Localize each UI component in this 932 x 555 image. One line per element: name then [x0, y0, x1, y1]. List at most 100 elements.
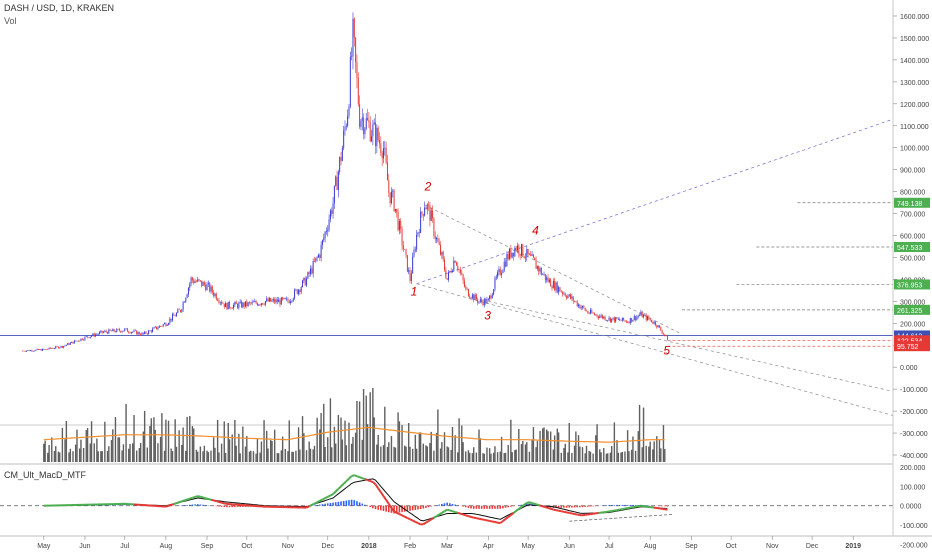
candle-body: [432, 210, 433, 218]
candle-body: [497, 272, 498, 277]
candle-body: [627, 322, 628, 323]
candle-body: [127, 328, 128, 331]
candle-body: [246, 301, 247, 306]
candle-body: [500, 269, 501, 275]
candle-body: [290, 301, 291, 303]
candle-body: [238, 303, 239, 308]
candle-body: [83, 340, 84, 341]
macd-line-segment: [362, 478, 365, 479]
price-tick-label: 1200.000: [900, 102, 929, 109]
macd-line-segment: [529, 502, 532, 503]
macd-line-segment: [328, 495, 331, 496]
candle-body: [437, 238, 438, 242]
candle-body: [586, 311, 587, 312]
candle-body: [601, 315, 602, 316]
candle-body: [307, 272, 308, 278]
candle-body: [411, 273, 412, 281]
candle-body: [228, 302, 229, 309]
macd-histogram-bar: [502, 506, 504, 509]
volume-bar: [397, 412, 398, 462]
wave-label-5: 5: [663, 344, 670, 358]
candle-body: [325, 232, 326, 238]
volume-bar: [111, 440, 112, 462]
volume-bar: [423, 444, 424, 462]
candle-body: [646, 315, 647, 320]
macd-histogram-bar: [584, 506, 586, 507]
candle-body: [35, 350, 36, 351]
candle-body: [258, 305, 259, 306]
candle-body: [70, 343, 71, 345]
macd-histogram-bar: [226, 506, 228, 508]
macd-histogram-bar: [377, 506, 379, 510]
volume-bar: [525, 444, 526, 462]
macd-histogram-bar: [327, 503, 329, 505]
candle-body: [622, 318, 623, 321]
candle-body: [31, 350, 32, 351]
candle-body: [489, 296, 490, 299]
candle-body: [595, 315, 596, 316]
candle-body: [218, 301, 219, 303]
macd-histogram-bar: [335, 502, 337, 506]
candle-body: [212, 286, 213, 292]
volume-bar: [648, 447, 649, 462]
candle-body: [540, 268, 541, 271]
candle-body: [317, 257, 318, 258]
candle-body: [115, 331, 116, 332]
volume-bar: [627, 430, 628, 462]
candle-body: [530, 254, 531, 256]
volume-bar: [405, 447, 406, 462]
candle-body: [610, 318, 611, 322]
candle-body: [590, 310, 591, 313]
candle-body: [471, 298, 472, 299]
candle-body: [225, 303, 226, 307]
candle-body: [549, 279, 550, 281]
candle-body: [160, 326, 161, 327]
volume-bar: [246, 436, 247, 462]
macd-line-segment: [203, 498, 206, 499]
candle-body: [360, 121, 361, 127]
volume-bar: [484, 454, 485, 462]
macd-line-segment: [179, 501, 182, 502]
volume-bar: [448, 447, 449, 462]
candle-body: [551, 286, 552, 288]
candle-body: [494, 278, 495, 289]
volume-bar: [603, 448, 604, 462]
candle-body: [607, 320, 608, 321]
volume-bar: [91, 421, 92, 462]
candle-body: [269, 298, 270, 301]
volume-bar: [285, 449, 286, 462]
macd-line-segment: [174, 503, 177, 504]
candle-body: [122, 331, 123, 332]
candle-body: [47, 349, 48, 350]
wave-label-4: 4: [532, 223, 539, 237]
volume-bar: [486, 448, 487, 462]
price-tick-label: 200.000: [900, 321, 925, 328]
volume-bar: [68, 452, 69, 462]
candle-body: [205, 285, 206, 290]
volume-bar: [193, 428, 194, 462]
volume-bar: [554, 435, 555, 462]
macd-tick-label: -100.000: [900, 523, 928, 530]
candle-body: [58, 347, 59, 349]
candle-body: [555, 282, 556, 290]
candle-body: [536, 260, 537, 269]
macd-histogram-bar: [361, 504, 363, 506]
candle-body: [520, 254, 521, 255]
volume-bar: [149, 426, 150, 462]
candle-body: [390, 192, 391, 203]
volume-bar: [660, 448, 661, 462]
candle-body: [538, 266, 539, 271]
candle-body: [119, 329, 120, 331]
price-tick-label: 1600.000: [900, 14, 929, 21]
candle-body: [477, 299, 478, 302]
candle-body: [124, 329, 125, 331]
volume-bar: [363, 389, 364, 462]
candle-body: [342, 148, 343, 161]
volume-bar: [409, 447, 410, 462]
candle-body: [165, 323, 166, 326]
macd-line-segment: [397, 513, 400, 514]
macd-line-segment: [195, 496, 198, 497]
price-tick-label: -400.000: [900, 453, 928, 460]
volume-bar: [462, 442, 463, 462]
